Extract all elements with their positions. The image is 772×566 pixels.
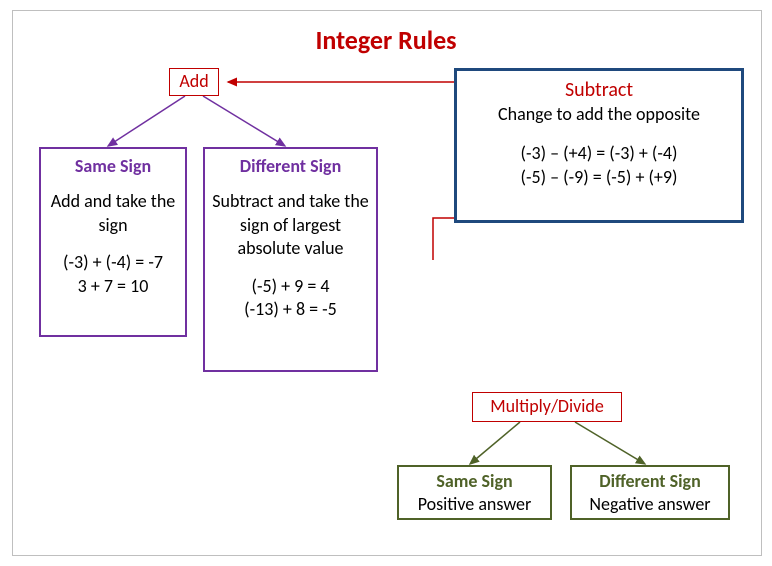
same-sign-ex2: 3 + 7 = 10	[45, 275, 181, 298]
md-diff-rule: Negative answer	[572, 493, 728, 516]
subtract-heading: Subtract	[461, 77, 737, 103]
md-same-heading: Same Sign	[399, 470, 550, 493]
same-sign-heading: Same Sign	[45, 155, 181, 178]
md-same-rule: Positive answer	[399, 493, 550, 516]
page-title: Integer Rules	[0, 24, 772, 56]
subtract-ex2: (-5) – (-9) = (-5) + (+9)	[461, 166, 737, 189]
md-same-sign-node: Same Sign Positive answer	[397, 465, 552, 520]
subtract-ex1: (-3) – (+4) = (-3) + (-4)	[461, 142, 737, 165]
subtract-node: Subtract Change to add the opposite (-3)…	[454, 68, 744, 223]
different-sign-ex2: (-13) + 8 = -5	[209, 298, 372, 321]
same-sign-rule: Add and take the sign	[45, 190, 181, 237]
same-sign-ex1: (-3) + (-4) = -7	[45, 251, 181, 274]
multiply-divide-node: Multiply/Divide	[472, 392, 622, 422]
different-sign-heading: Different Sign	[209, 155, 372, 178]
md-diff-sign-node: Different Sign Negative answer	[570, 465, 730, 520]
different-sign-node: Different Sign Subtract and take the sig…	[203, 147, 378, 372]
add-node: Add	[169, 68, 219, 96]
subtract-rule: Change to add the opposite	[461, 103, 737, 126]
diagram-container: Integer Rules Add Same Sign Add an	[0, 0, 772, 566]
md-diff-heading: Different Sign	[572, 470, 728, 493]
same-sign-node: Same Sign Add and take the sign (-3) + (…	[39, 147, 187, 337]
different-sign-ex1: (-5) + 9 = 4	[209, 275, 372, 298]
different-sign-rule: Subtract and take the sign of largest ab…	[209, 190, 372, 260]
